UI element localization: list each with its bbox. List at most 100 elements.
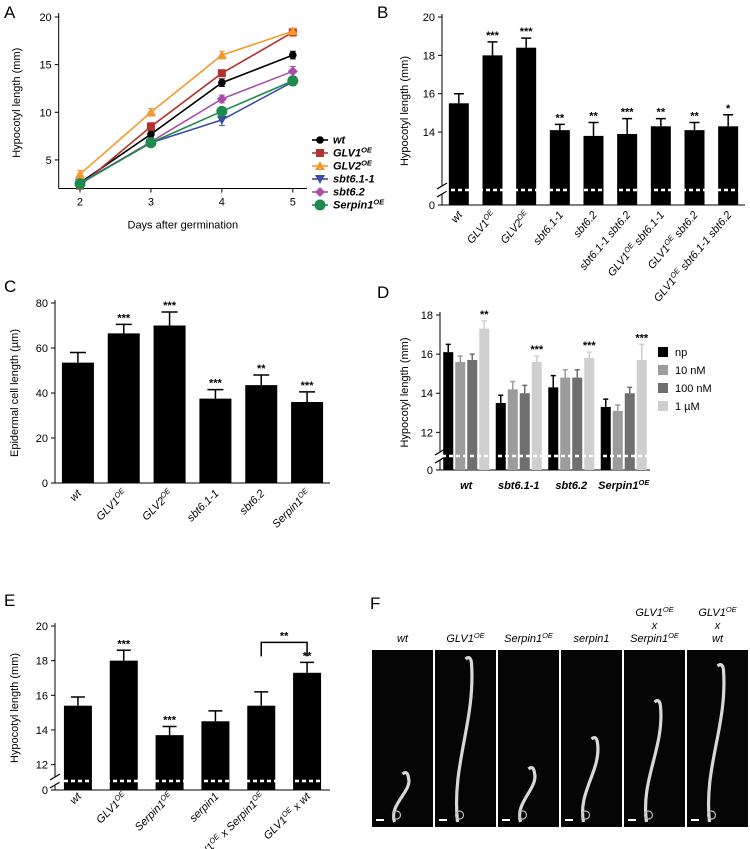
legend-label: GLV1OE <box>333 145 373 160</box>
bar <box>507 389 518 470</box>
error-bar <box>254 691 269 706</box>
error-bar <box>116 649 131 661</box>
label-part: wt <box>712 633 724 645</box>
label-part: GLV2 <box>333 161 361 173</box>
label-part: OE <box>361 145 373 154</box>
seedling-root <box>454 810 465 820</box>
bar <box>650 126 671 205</box>
x-tick-label: GLV1OE sbt6.1-1 <box>604 208 667 279</box>
label-part: Serpin1 <box>133 798 168 833</box>
x-tick-label: sbt6.2 <box>571 209 599 240</box>
bar <box>61 362 94 483</box>
error-bar <box>522 384 528 394</box>
line <box>79 81 294 184</box>
bar <box>455 361 466 470</box>
significance: *** <box>301 380 315 392</box>
x-tick-label: GLV1OE x wt <box>260 788 314 842</box>
label-part: GLV1 <box>446 633 474 645</box>
point <box>315 187 325 197</box>
image-label: x <box>651 620 658 632</box>
bar <box>495 403 506 470</box>
significance: ** <box>480 309 489 321</box>
error-bar <box>69 351 86 363</box>
label-part: GLV1 <box>465 217 492 246</box>
legend-label: 10 nM <box>675 365 706 377</box>
y-tick-label: 80 <box>36 298 48 310</box>
legend-label: sbt6.2 <box>333 187 365 199</box>
image-label: GLV1OE <box>635 605 674 620</box>
bar <box>63 705 92 790</box>
point <box>315 161 325 170</box>
y-tick-label: 14 <box>421 388 433 400</box>
bar <box>519 393 530 470</box>
point <box>216 105 228 117</box>
y-tick-label: 20 <box>36 621 48 633</box>
seedling <box>580 736 600 823</box>
seedling-image <box>372 650 433 827</box>
y-axis-label: Hypocotyl length (mm) <box>399 56 411 166</box>
error-bar <box>115 323 132 334</box>
bar <box>448 103 469 205</box>
line <box>79 31 294 187</box>
label-part: OE <box>361 158 373 167</box>
label-part: OE <box>639 478 651 487</box>
x-tick-label: sbt6.1-1 <box>185 488 222 525</box>
bar <box>584 358 595 470</box>
seedling <box>455 656 474 823</box>
x-tick-label: wt <box>68 487 85 504</box>
point <box>287 66 298 77</box>
label-part: OE <box>726 605 738 614</box>
label-part: OE <box>668 631 680 640</box>
seedling-root <box>643 810 654 820</box>
error-bar <box>586 351 592 359</box>
legend-label: wt <box>333 135 347 147</box>
image-label: Serpin1OE <box>630 631 680 646</box>
y-tick-label: 15 <box>39 60 51 72</box>
label-part: wt <box>397 633 409 645</box>
bar <box>583 135 604 205</box>
line <box>79 30 294 175</box>
y-axis-label: Epidermal cell length (µm) <box>9 329 21 457</box>
y-tick-label: 5 <box>46 155 52 167</box>
x-tick-label: Serpin1OE <box>131 788 176 833</box>
error-bar <box>253 374 270 386</box>
error-bar <box>498 394 504 404</box>
y-axis-label: Hypocotyl length (mm) <box>11 48 23 158</box>
image-label: GLV1OE <box>446 631 485 646</box>
error-bar <box>554 123 565 131</box>
error-bar <box>562 369 568 378</box>
bar <box>247 705 276 790</box>
error-bar <box>639 343 645 360</box>
y-tick-label: 18 <box>36 656 48 668</box>
y-tick-label: 18 <box>423 50 435 62</box>
significance: *** <box>163 714 177 726</box>
point <box>216 93 227 104</box>
x-tick-label: 2 <box>77 197 83 209</box>
error-bar <box>445 343 451 353</box>
label-part: Serpin1 <box>504 633 542 645</box>
significance: ** <box>257 363 266 375</box>
error-bar <box>588 121 599 136</box>
label-part: Serpin1 <box>598 480 638 492</box>
error-bar <box>481 320 487 329</box>
significance: *** <box>583 340 597 352</box>
error-bar <box>622 117 633 134</box>
image-label: wt <box>712 633 724 645</box>
bar <box>482 55 503 206</box>
error-bar <box>70 696 85 706</box>
legend-label: 1 µM <box>675 401 700 413</box>
significance: ** <box>556 112 565 124</box>
error-bar <box>299 391 316 402</box>
point <box>314 199 326 211</box>
point <box>74 178 86 190</box>
y-tick-label: 16 <box>423 89 435 101</box>
y-tick-label: 14 <box>36 725 48 737</box>
point <box>145 137 157 149</box>
panel-letter: C <box>4 277 16 296</box>
label-part: serpin1 <box>573 633 609 645</box>
significance: *** <box>635 332 649 344</box>
x-tick-label: wt <box>449 208 466 225</box>
label-part: Serpin1 <box>270 495 305 530</box>
